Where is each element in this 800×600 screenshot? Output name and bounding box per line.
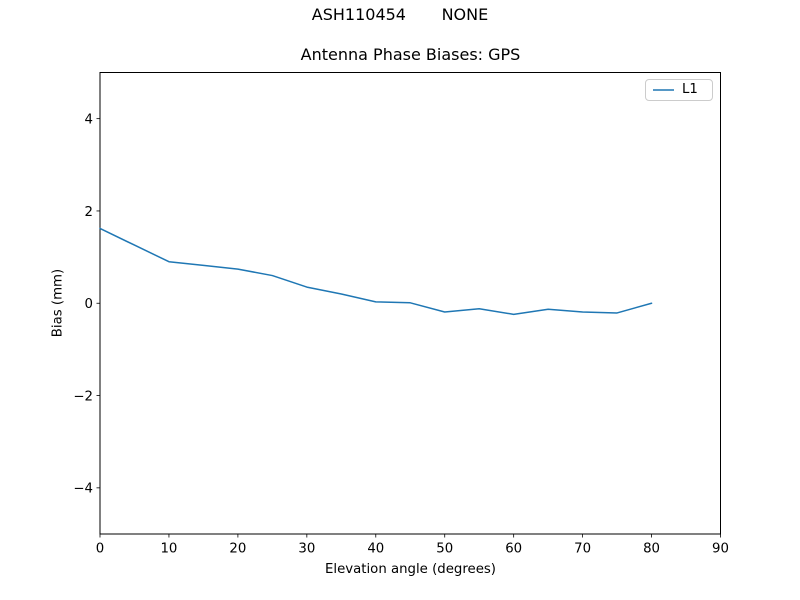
y-tick-label: 0 xyxy=(85,297,93,312)
series-line-L1 xyxy=(99,227,653,316)
x-tick-label: 30 xyxy=(298,542,315,557)
x-tick-label: 80 xyxy=(643,542,660,557)
legend-label: L1 xyxy=(682,82,698,98)
figure-suptitle: ASH110454 NONE xyxy=(311,5,489,24)
axes-title: Antenna Phase Biases: GPS xyxy=(300,45,521,64)
y-tick-label: −2 xyxy=(73,389,93,404)
x-tick-label: 20 xyxy=(229,542,246,557)
x-tick-label: 70 xyxy=(574,542,591,557)
y-tick-label: 2 xyxy=(85,205,93,220)
y-tick-label: 4 xyxy=(85,112,93,127)
x-tick-label: 60 xyxy=(505,542,522,557)
x-tick-label: 10 xyxy=(160,542,177,557)
x-axis-label: Elevation angle (degrees) xyxy=(324,562,496,577)
legend-line-sample xyxy=(653,89,674,91)
x-tick-label: 90 xyxy=(712,542,729,557)
x-tick-label: 0 xyxy=(96,542,104,557)
x-tick-label: 40 xyxy=(367,542,384,557)
x-tick-label: 50 xyxy=(436,542,453,557)
legend: L1 xyxy=(645,79,713,101)
y-axis-label: Bias (mm) xyxy=(50,268,66,338)
y-tick-label: −4 xyxy=(73,482,93,497)
